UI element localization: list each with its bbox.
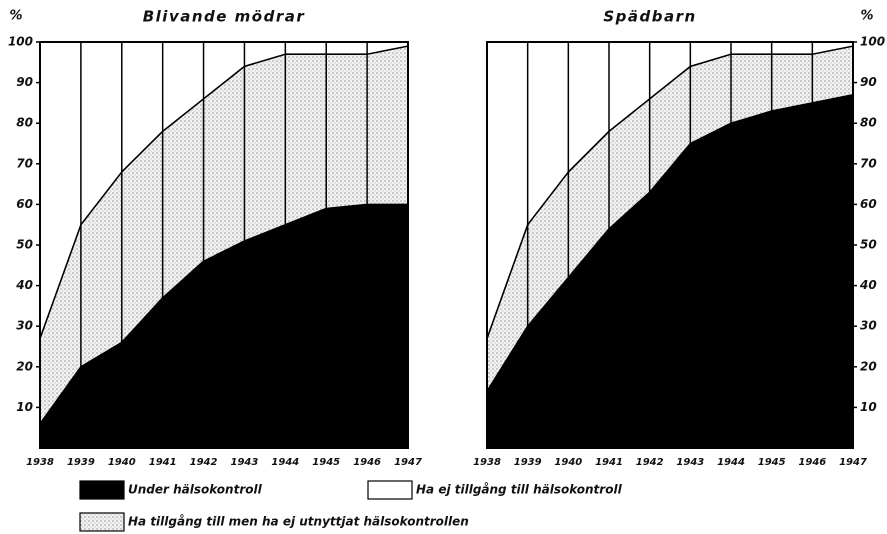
chart-title: Blivande mödrar	[143, 8, 306, 26]
x-tick-label: 1946	[798, 457, 826, 468]
y-tick-label: 60	[860, 197, 877, 211]
chart-title: Spädbarn	[603, 8, 696, 26]
y-tick-label: 90	[16, 75, 33, 89]
x-tick-label: 1944	[717, 457, 745, 468]
legend-swatch	[79, 512, 125, 532]
y-tick-label: 30	[860, 319, 877, 333]
y-tick-label: 30	[16, 319, 33, 333]
y-axis-label: %	[9, 9, 22, 24]
y-tick-label: 20	[860, 359, 877, 373]
y-tick-label: 10	[860, 400, 877, 414]
y-tick-label: 100	[8, 35, 33, 49]
x-tick-label: 1938	[26, 457, 54, 468]
y-tick-label: 80	[16, 116, 33, 130]
y-tick-label: 80	[860, 116, 877, 130]
x-tick-label: 1940	[108, 457, 136, 468]
legend-label: Under hälsokontroll	[128, 483, 263, 497]
x-tick-label: 1943	[231, 457, 259, 468]
y-axis-label: %	[860, 9, 873, 24]
y-tick-label: 60	[16, 197, 33, 211]
x-tick-label: 1938	[473, 457, 501, 468]
x-tick-label: 1942	[190, 457, 218, 468]
x-tick-label: 1944	[271, 457, 299, 468]
y-tick-label: 100	[860, 35, 885, 49]
x-tick-label: 1943	[676, 457, 704, 468]
legend-label: Ha ej tillgång till hälsokontroll	[416, 483, 623, 497]
legend-label: Ha tillgång till men ha ej utnyttjat häl…	[128, 515, 469, 529]
y-tick-label: 70	[860, 156, 877, 170]
x-tick-label: 1939	[514, 457, 542, 468]
x-tick-label: 1939	[67, 457, 95, 468]
x-tick-label: 1941	[595, 457, 623, 468]
y-tick-label: 70	[16, 156, 33, 170]
x-tick-label: 1947	[839, 457, 867, 468]
x-tick-label: 1945	[758, 457, 786, 468]
legend-swatch	[79, 480, 125, 500]
x-tick-label: 1946	[353, 457, 381, 468]
x-tick-label: 1942	[636, 457, 664, 468]
x-tick-label: 1945	[312, 457, 340, 468]
y-tick-label: 50	[860, 238, 877, 252]
y-tick-label: 40	[15, 278, 33, 292]
y-tick-label: 90	[860, 75, 877, 89]
legend-swatch	[367, 480, 413, 500]
y-tick-label: 10	[16, 400, 33, 414]
y-tick-label: 40	[859, 278, 877, 292]
x-tick-label: 1940	[554, 457, 582, 468]
x-tick-label: 1947	[394, 457, 422, 468]
x-tick-label: 1941	[149, 457, 177, 468]
y-tick-label: 20	[16, 359, 33, 373]
y-tick-label: 50	[16, 238, 33, 252]
